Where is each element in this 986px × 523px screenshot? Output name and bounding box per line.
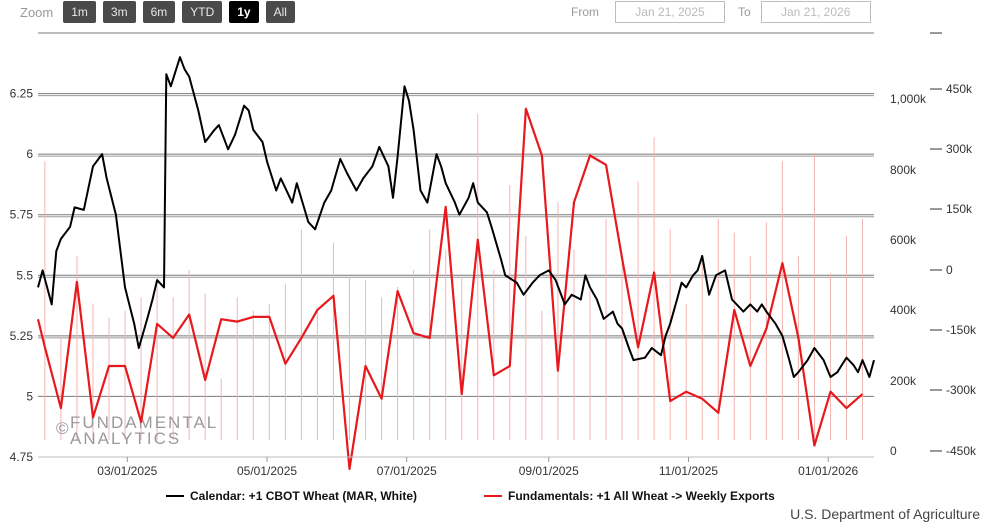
y-left-tick-label: 6.25 (10, 87, 34, 101)
y-right-tick-label: -450k (946, 444, 977, 458)
range-from-label: From (571, 5, 599, 19)
y-mid-tick-label: 400k (890, 303, 917, 317)
range-from: From Jan 21, 2025 (571, 0, 725, 24)
y-right-tick-label: -150k (946, 323, 977, 337)
legend-item-fundamentals[interactable]: Fundamentals: +1 All Wheat -> Weekly Exp… (484, 489, 775, 503)
y-mid-tick-label: 1,000k (890, 92, 927, 106)
x-tick-label: 01/01/2026 (798, 464, 858, 478)
zoom-1m-button[interactable]: 1m (63, 1, 96, 23)
legend-label-fundamentals: Fundamentals: +1 All Wheat -> Weekly Exp… (508, 489, 775, 503)
x-tick-label: 03/01/2025 (97, 464, 157, 478)
watermark-symbol: © (56, 419, 69, 438)
legend-swatch-black (166, 495, 184, 497)
watermark-line2: ANALYTICS (70, 429, 181, 448)
x-tick-label: 05/01/2025 (237, 464, 297, 478)
y-left-tick-label: 4.75 (10, 450, 34, 464)
y-axis-right: 450k 300k 150k 0 -150k -300k -450k (930, 32, 977, 458)
y-mid-tick-label: 0 (890, 444, 897, 458)
series-lines (36, 56, 875, 470)
range-to-label: To (738, 5, 751, 19)
watermark: © FUNDAMENTAL ANALYTICS (56, 413, 218, 448)
x-tick-label: 11/01/2025 (659, 464, 718, 478)
y-right-tick-label: 450k (946, 82, 973, 96)
gridlines (38, 32, 874, 458)
y-right-tick-label: -300k (946, 383, 977, 397)
y-left-tick-label: 5.75 (10, 208, 34, 222)
y-axis-left: 6.25 6 5.75 5.5 5.25 5 4.75 (10, 87, 34, 464)
x-tick-label: 09/01/2025 (519, 464, 579, 478)
y-mid-tick-label: 200k (890, 374, 917, 388)
series-line-fundamentals (36, 107, 864, 470)
y-mid-tick-label: 800k (890, 163, 917, 177)
y-left-tick-label: 5 (26, 389, 33, 403)
zoom-bar: Zoom 1m 3m 6m YTD 1y All (20, 0, 302, 24)
watermark-line1: FUNDAMENTAL (70, 413, 218, 432)
zoom-label: Zoom (20, 4, 54, 20)
range-to: To Jan 21, 2026 (738, 0, 871, 24)
legend: Calendar: +1 CBOT Wheat (MAR, White) Fun… (0, 489, 986, 511)
y-left-tick-label: 5.5 (16, 268, 33, 282)
range-from-input[interactable]: Jan 21, 2025 (615, 1, 725, 23)
y-right-tick-label: 0 (946, 263, 953, 277)
legend-swatch-red (484, 495, 502, 497)
y-right-tick-label: 150k (946, 202, 973, 216)
y-right-tick-label: 300k (946, 142, 973, 156)
zoom-3m-button[interactable]: 3m (102, 1, 136, 23)
y-left-tick-label: 5.25 (10, 329, 34, 343)
legend-label-calendar: Calendar: +1 CBOT Wheat (MAR, White) (190, 489, 418, 503)
y-left-tick-label: 6 (26, 147, 33, 161)
zoom-ytd-button[interactable]: YTD (182, 1, 223, 23)
series-line-calendar (37, 56, 875, 378)
x-tick-label: 07/01/2025 (377, 464, 437, 478)
source-credit: U.S. Department of Agriculture (790, 506, 980, 522)
y-axis-mid: 1,000k 800k 600k 400k 200k 0 (890, 92, 927, 458)
y-mid-tick-label: 600k (890, 233, 917, 247)
x-axis: 03/01/2025 05/01/2025 07/01/2025 09/01/2025… (38, 456, 874, 478)
zoom-all-button[interactable]: All (265, 1, 295, 23)
range-to-input[interactable]: Jan 21, 2026 (760, 1, 871, 23)
zoom-6m-button[interactable]: 6m (142, 1, 176, 23)
zoom-1y-button[interactable]: 1y (229, 1, 259, 23)
export-bars (44, 113, 864, 440)
legend-item-calendar[interactable]: Calendar: +1 CBOT Wheat (MAR, White) (166, 489, 417, 503)
chart: © FUNDAMENTAL ANALYTICS 6.25 6 5.75 5.5 5.25… (10, 32, 977, 478)
